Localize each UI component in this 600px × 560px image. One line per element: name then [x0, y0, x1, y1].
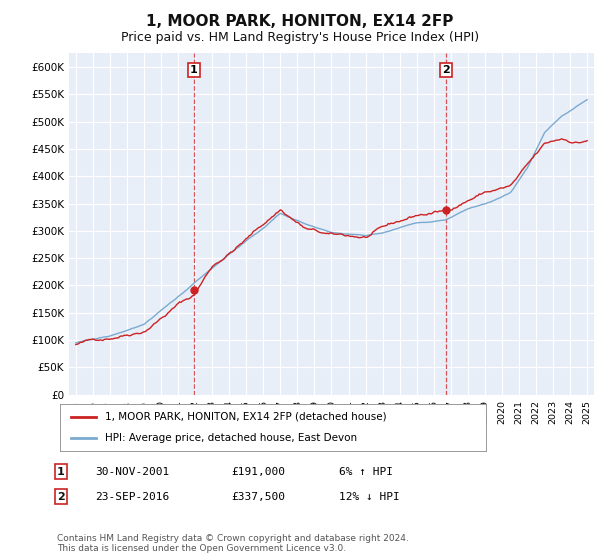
Text: 2: 2 — [57, 492, 65, 502]
Text: 6% ↑ HPI: 6% ↑ HPI — [339, 466, 393, 477]
Text: £337,500: £337,500 — [231, 492, 285, 502]
Text: Price paid vs. HM Land Registry's House Price Index (HPI): Price paid vs. HM Land Registry's House … — [121, 31, 479, 44]
Text: 1: 1 — [190, 65, 197, 75]
Text: Contains HM Land Registry data © Crown copyright and database right 2024.
This d: Contains HM Land Registry data © Crown c… — [57, 534, 409, 553]
Text: £191,000: £191,000 — [231, 466, 285, 477]
Text: 30-NOV-2001: 30-NOV-2001 — [95, 466, 169, 477]
Text: 2: 2 — [442, 65, 450, 75]
Text: 12% ↓ HPI: 12% ↓ HPI — [339, 492, 400, 502]
Text: 23-SEP-2016: 23-SEP-2016 — [95, 492, 169, 502]
Text: 1, MOOR PARK, HONITON, EX14 2FP (detached house): 1, MOOR PARK, HONITON, EX14 2FP (detache… — [105, 412, 386, 422]
Text: HPI: Average price, detached house, East Devon: HPI: Average price, detached house, East… — [105, 433, 357, 444]
Text: 1: 1 — [57, 466, 65, 477]
Text: 1, MOOR PARK, HONITON, EX14 2FP: 1, MOOR PARK, HONITON, EX14 2FP — [146, 14, 454, 29]
